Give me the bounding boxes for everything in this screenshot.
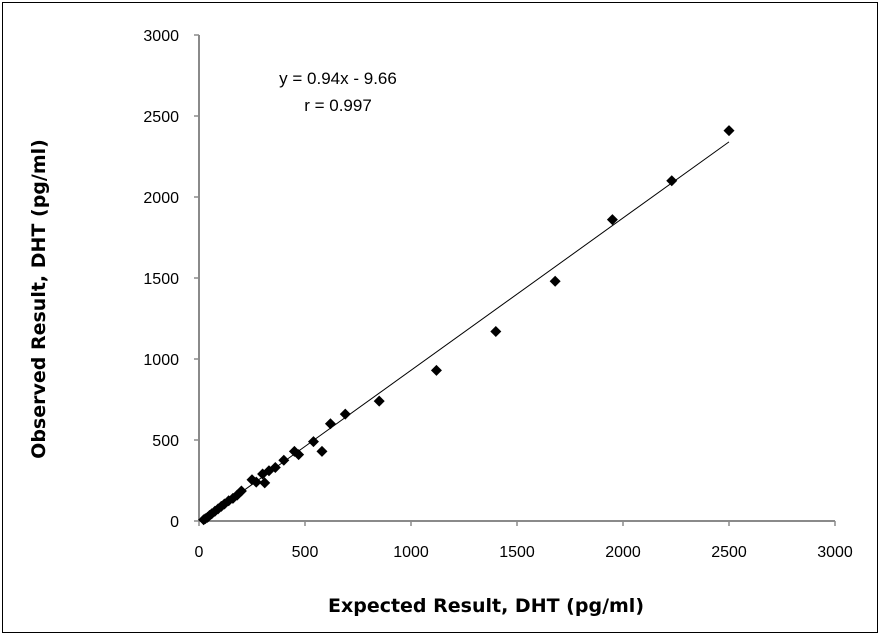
tick-labels: 0 500 1000 1500 2000 2500 3000 0 500 1000 1500 2000…	[143, 28, 852, 561]
x-tick-label: 2500	[711, 544, 747, 561]
data-point	[490, 325, 502, 337]
scatter-chart: 0 500 1000 1500 2000 2500 3000 0 500 1000 1500 2000…	[28, 28, 853, 617]
x-tick-label: 2000	[605, 544, 641, 561]
y-axis-title: Observed Result, DHT (pg/ml)	[28, 139, 50, 459]
trendline	[202, 141, 730, 520]
x-tick-label: 1000	[393, 544, 429, 561]
equation-annotation: y = 0.94x - 9.66	[279, 69, 397, 88]
data-point	[259, 477, 271, 489]
data-point	[430, 364, 442, 376]
trendline-group	[202, 141, 730, 520]
data-point	[723, 125, 735, 137]
plot-axes	[194, 34, 836, 526]
y-tick-label: 1500	[143, 271, 179, 288]
data-point	[606, 214, 618, 226]
y-tick-label: 2000	[143, 190, 179, 207]
data-point	[293, 449, 305, 461]
x-tick-label: 0	[195, 544, 204, 561]
data-point	[316, 445, 328, 457]
data-point	[339, 408, 351, 420]
x-tick-label: 1500	[499, 544, 535, 561]
y-tick-label: 500	[152, 433, 179, 450]
data-point	[666, 175, 678, 187]
y-tick-label: 1000	[143, 352, 179, 369]
data-point	[278, 454, 290, 466]
data-point	[549, 275, 561, 287]
correlation-annotation: r = 0.997	[304, 96, 372, 115]
y-tick-label: 0	[170, 514, 179, 531]
data-point	[373, 395, 385, 407]
y-tick-label: 2500	[143, 109, 179, 126]
y-tick-label: 3000	[143, 28, 179, 45]
x-tick-label: 500	[292, 544, 319, 561]
x-axis-title: Expected Result, DHT (pg/ml)	[328, 595, 644, 617]
x-tick-label: 3000	[817, 544, 853, 561]
